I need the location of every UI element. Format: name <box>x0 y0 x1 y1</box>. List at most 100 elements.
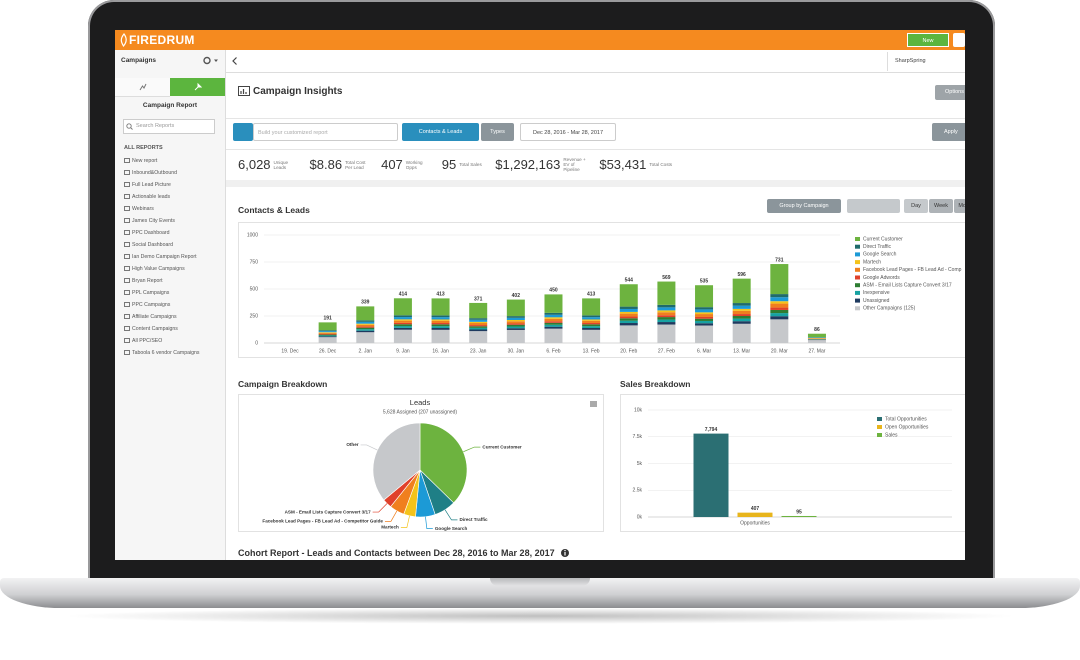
x-tick-label: 20. Mar <box>771 348 788 354</box>
bar-segment <box>770 319 789 343</box>
slice-label: ASM - Email Lists Capture Convert 3/17 <box>285 509 371 514</box>
bar-segment <box>469 321 488 324</box>
bar-segment <box>770 301 789 304</box>
chart-type-buttons[interactable] <box>847 199 900 213</box>
report-item[interactable]: Full Lead Picture <box>124 182 171 188</box>
slice-label: Current Customer <box>482 444 522 449</box>
report-item[interactable]: All PPC/SEO <box>124 338 162 344</box>
report-item[interactable]: Social Dashboard <box>124 242 173 248</box>
report-item[interactable]: Actionable leads <box>124 194 170 200</box>
report-icon <box>124 266 130 272</box>
report-item[interactable]: Inbound&Outbound <box>124 170 177 176</box>
apply-button[interactable]: Apply <box>932 123 965 141</box>
chart-menu[interactable] <box>590 401 597 407</box>
bar-segment <box>732 321 751 324</box>
bar-segment <box>506 317 525 320</box>
bar-segment <box>695 314 714 317</box>
bar-segment <box>431 317 450 320</box>
report-item[interactable]: PPC Dashboard <box>124 230 170 236</box>
legend-label: Current Customer <box>863 236 903 242</box>
total-label: 596 <box>738 272 747 278</box>
settings-icon[interactable] <box>203 56 219 65</box>
period-button[interactable]: Week <box>929 199 953 213</box>
bar-segment <box>732 323 751 343</box>
info-icon[interactable] <box>560 548 570 558</box>
report-item[interactable]: PPC Campaigns <box>124 302 170 308</box>
report-name: Ian Demo Campaign Report <box>132 254 197 260</box>
bar-segment <box>431 329 450 343</box>
date-range[interactable]: Dec 28, 2016 - Mar 28, 2017 <box>520 123 616 141</box>
bar-segment <box>356 326 375 328</box>
report-name: James City Events <box>132 218 175 224</box>
legend-swatch <box>855 283 860 288</box>
legend-label: Sales <box>885 432 898 438</box>
report-name: Affiliate Campaigns <box>132 314 177 320</box>
period-button[interactable]: Month <box>954 199 965 213</box>
pie-slice <box>419 422 468 504</box>
report-item[interactable]: Taboola 6 vendor Campaigns <box>124 350 199 356</box>
bar-segment <box>431 323 450 325</box>
bar-segment <box>582 320 601 324</box>
report-name: Social Dashboard <box>132 242 173 248</box>
bar-segment <box>318 334 337 336</box>
builder-icon-button[interactable] <box>233 123 253 141</box>
new-button[interactable]: New <box>907 33 949 47</box>
bar-segment <box>732 278 751 304</box>
logo-icon <box>120 33 127 47</box>
tab-analytics[interactable] <box>115 78 170 97</box>
bar-segment <box>695 309 714 313</box>
x-tick-label: 13. Mar <box>733 348 750 354</box>
report-item[interactable]: James City Events <box>124 218 175 224</box>
legend-swatch <box>855 267 860 272</box>
report-item[interactable]: High Value Campaigns <box>124 266 185 272</box>
bar-segment <box>544 314 563 318</box>
report-item[interactable]: Bryan Report <box>124 278 163 284</box>
legend-label: Direct Traffic <box>863 244 891 250</box>
bar-segment <box>770 316 789 320</box>
bar-segment <box>732 308 751 311</box>
group-by-button[interactable]: Group by Campaign <box>767 199 841 213</box>
contacts-leads-button[interactable]: Contacts & Leads <box>402 123 479 141</box>
legend-swatch <box>855 260 860 265</box>
x-tick-label: 13. Feb <box>583 348 600 354</box>
report-name: PPL Campaigns <box>132 290 170 296</box>
band <box>226 180 965 187</box>
bar-segment <box>469 319 488 322</box>
user-button[interactable] <box>953 33 965 47</box>
back-icon[interactable] <box>231 56 239 66</box>
bar-segment <box>582 324 601 327</box>
bar-segment <box>544 318 563 322</box>
report-item[interactable]: Content Campaigns <box>124 326 178 332</box>
x-tick-label: 6. Feb <box>546 348 560 354</box>
bar-segment <box>469 302 488 319</box>
bar-segment <box>393 326 412 328</box>
x-tick-label: 9. Jan <box>396 348 410 354</box>
bar-segment <box>469 323 488 326</box>
report-item[interactable]: PPL Campaigns <box>124 290 169 296</box>
account-name[interactable]: SharpSpring <box>895 58 926 64</box>
report-builder-input[interactable]: Build your customized report <box>253 123 398 141</box>
report-item[interactable]: New report <box>124 158 157 164</box>
leader-line <box>360 444 378 451</box>
report-item[interactable]: Webinars <box>124 206 154 212</box>
bar-segment <box>619 318 638 321</box>
bar-segment <box>657 315 676 318</box>
bar-segment <box>393 327 412 330</box>
report-item[interactable]: Affiliate Campaigns <box>124 314 177 320</box>
y-tick-label: 500 <box>250 286 259 292</box>
section-title: Contacts & Leads <box>238 205 310 215</box>
search-input[interactable]: Search Reports <box>123 119 215 134</box>
logo[interactable]: FIREDRUM <box>129 33 195 47</box>
period-button[interactable]: Day <box>904 199 928 213</box>
chart-panel <box>238 222 965 358</box>
legend-label: Inexpensive <box>863 290 890 296</box>
section-label: ALL REPORTS <box>124 145 163 151</box>
pie-subtitle: 5,628 Assigned (207 unassigned) <box>383 409 458 415</box>
report-item[interactable]: Ian Demo Campaign Report <box>124 254 197 260</box>
bar-segment <box>356 323 375 325</box>
slice-label: Facebook Lead Pages - FB Lead Ad - Compe… <box>262 519 383 524</box>
types-button[interactable]: Types <box>481 123 514 141</box>
options-button[interactable]: Options <box>935 85 965 100</box>
x-tick-label: 27. Feb <box>658 348 675 354</box>
account-menu[interactable] <box>887 52 965 71</box>
